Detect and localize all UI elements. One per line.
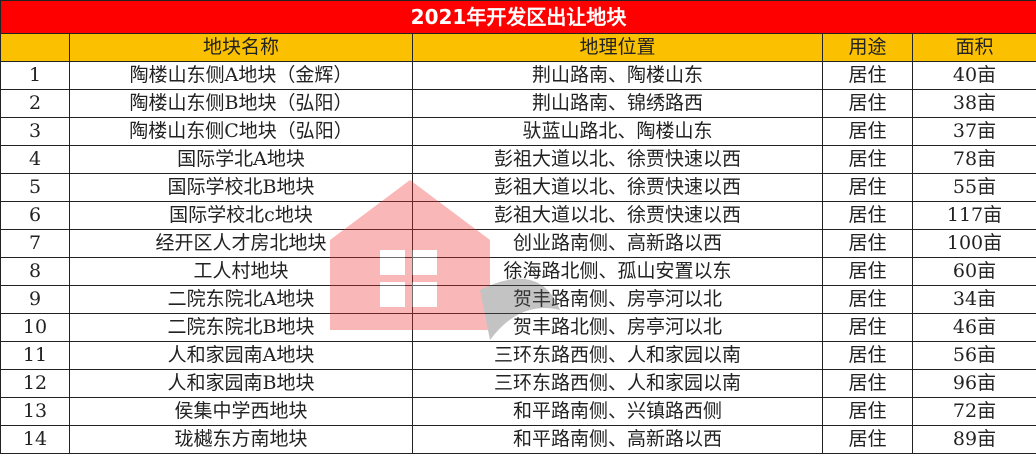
usage: 居住 (822, 61, 913, 90)
land-name: 人和家园南B地块 (69, 369, 413, 398)
land-name: 陶楼山东侧B地块（弘阳） (69, 89, 413, 118)
land-name: 二院东院北A地块 (69, 285, 413, 314)
row-index: 12 (0, 369, 70, 398)
location: 三环东路西侧、人和家园以南 (412, 369, 823, 398)
table-row: 10 二院东院北B地块 贺丰路北侧、房亭河以北 居住 46亩 (0, 313, 1036, 342)
area: 34亩 (911, 285, 1036, 314)
usage: 居住 (822, 397, 913, 426)
row-index: 13 (0, 397, 70, 426)
usage: 居住 (822, 201, 913, 230)
land-name: 二院东院北B地块 (69, 313, 413, 342)
usage: 居住 (822, 89, 913, 118)
header-area: 面积 (911, 33, 1036, 62)
area: 37亩 (911, 117, 1036, 146)
area: 46亩 (911, 313, 1036, 342)
usage: 居住 (822, 145, 913, 174)
area: 72亩 (911, 397, 1036, 426)
row-index: 1 (0, 61, 70, 90)
table-row: 7 经开区人才房北地块 创业路南侧、高新路以西 居住 100亩 (0, 229, 1036, 258)
area: 55亩 (911, 173, 1036, 202)
land-name: 经开区人才房北地块 (69, 229, 413, 258)
land-name: 侯集中学西地块 (69, 397, 413, 426)
table-row: 11 人和家园南A地块 三环东路西侧、人和家园以南 居住 56亩 (0, 341, 1036, 370)
area: 60亩 (911, 257, 1036, 286)
table-row: 4 国际学北A地块 彭祖大道以北、徐贾快速以西 居住 78亩 (0, 145, 1036, 174)
table-row: 13 侯集中学西地块 和平路南侧、兴镇路西侧 居住 72亩 (0, 397, 1036, 426)
table-row: 1 陶楼山东侧A地块（金辉） 荆山路南、陶楼山东 居住 40亩 (0, 61, 1036, 90)
table-title: 2021年开发区出让地块 (0, 0, 1036, 34)
row-index: 2 (0, 89, 70, 118)
table-row: 5 国际学校北B地块 彭祖大道以北、徐贾快速以西 居住 55亩 (0, 173, 1036, 202)
location: 贺丰路南侧、房亭河以北 (412, 285, 823, 314)
header-index (0, 33, 70, 62)
header-usage: 用途 (822, 33, 913, 62)
usage: 居住 (822, 257, 913, 286)
row-index: 5 (0, 173, 70, 202)
row-index: 14 (0, 425, 70, 454)
area: 38亩 (911, 89, 1036, 118)
area: 100亩 (911, 229, 1036, 258)
area: 56亩 (911, 341, 1036, 370)
area: 117亩 (911, 201, 1036, 230)
table-title-row: 2021年开发区出让地块 (0, 0, 1036, 34)
table-row: 2 陶楼山东侧B地块（弘阳） 荆山路南、锦绣路西 居住 38亩 (0, 89, 1036, 118)
land-name: 国际学北A地块 (69, 145, 413, 174)
row-index: 7 (0, 229, 70, 258)
area: 40亩 (911, 61, 1036, 90)
table-row: 6 国际学校北c地块 彭祖大道以北、徐贾快速以西 居住 117亩 (0, 201, 1036, 230)
land-name: 人和家园南A地块 (69, 341, 413, 370)
area: 96亩 (911, 369, 1036, 398)
area: 89亩 (911, 425, 1036, 454)
table-row: 3 陶楼山东侧C地块（弘阳） 驮蓝山路北、陶楼山东 居住 37亩 (0, 117, 1036, 146)
table-row: 14 珑樾东方南地块 和平路南侧、高新路以西 居住 89亩 (0, 425, 1036, 454)
land-name: 陶楼山东侧C地块（弘阳） (69, 117, 413, 146)
location: 荆山路南、锦绣路西 (412, 89, 823, 118)
table-row: 8 工人村地块 徐海路北侧、孤山安置以东 居住 60亩 (0, 257, 1036, 286)
usage: 居住 (822, 229, 913, 258)
location: 和平路南侧、高新路以西 (412, 425, 823, 454)
row-index: 8 (0, 257, 70, 286)
land-name: 陶楼山东侧A地块（金辉） (69, 61, 413, 90)
location: 创业路南侧、高新路以西 (412, 229, 823, 258)
table-row: 12 人和家园南B地块 三环东路西侧、人和家园以南 居住 96亩 (0, 369, 1036, 398)
table-row: 9 二院东院北A地块 贺丰路南侧、房亭河以北 居住 34亩 (0, 285, 1036, 314)
row-index: 9 (0, 285, 70, 314)
area: 78亩 (911, 145, 1036, 174)
location: 三环东路西侧、人和家园以南 (412, 341, 823, 370)
land-name: 国际学校北c地块 (69, 201, 413, 230)
location: 彭祖大道以北、徐贾快速以西 (412, 145, 823, 174)
header-row: 地块名称 地理位置 用途 面积 (0, 33, 1036, 62)
land-name: 国际学校北B地块 (69, 173, 413, 202)
row-index: 11 (0, 341, 70, 370)
land-name: 珑樾东方南地块 (69, 425, 413, 454)
location: 彭祖大道以北、徐贾快速以西 (412, 201, 823, 230)
land-name: 工人村地块 (69, 257, 413, 286)
usage: 居住 (822, 369, 913, 398)
row-index: 10 (0, 313, 70, 342)
location: 荆山路南、陶楼山东 (412, 61, 823, 90)
usage: 居住 (822, 285, 913, 314)
header-name: 地块名称 (69, 33, 413, 62)
row-index: 6 (0, 201, 70, 230)
usage: 居住 (822, 313, 913, 342)
location: 贺丰路北侧、房亭河以北 (412, 313, 823, 342)
row-index: 3 (0, 117, 70, 146)
location: 彭祖大道以北、徐贾快速以西 (412, 173, 823, 202)
location: 驮蓝山路北、陶楼山东 (412, 117, 823, 146)
location: 徐海路北侧、孤山安置以东 (412, 257, 823, 286)
usage: 居住 (822, 117, 913, 146)
usage: 居住 (822, 425, 913, 454)
location: 和平路南侧、兴镇路西侧 (412, 397, 823, 426)
row-index: 4 (0, 145, 70, 174)
usage: 居住 (822, 341, 913, 370)
header-location: 地理位置 (412, 33, 823, 62)
usage: 居住 (822, 173, 913, 202)
